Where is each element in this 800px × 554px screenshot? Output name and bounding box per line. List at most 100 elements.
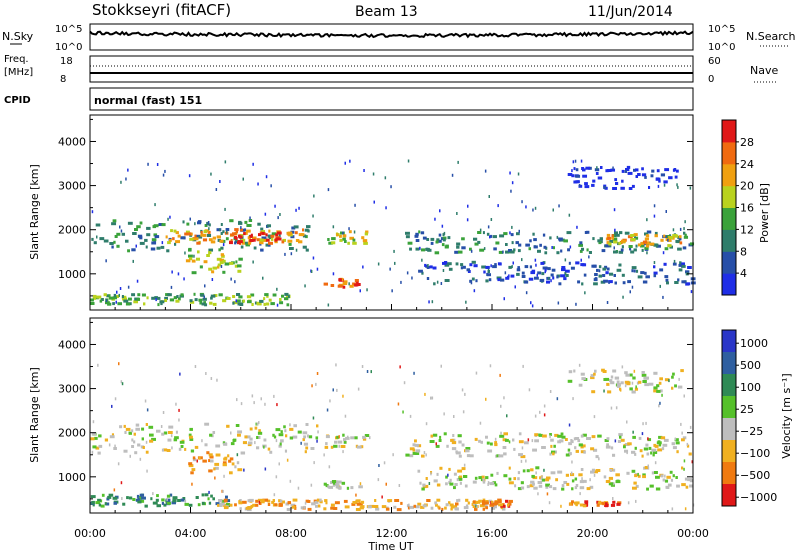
colorbar-swatch — [722, 462, 736, 485]
velocity-echo-cell — [642, 475, 646, 479]
velocity-echo-cell — [631, 450, 636, 454]
velocity-speckle-cell — [612, 497, 614, 500]
power-echo-cell — [281, 294, 284, 298]
power-speckle-cell — [265, 175, 268, 179]
power-echo-cell — [304, 228, 309, 232]
velocity-echo-cell — [229, 471, 233, 475]
velocity-echo-cell — [97, 498, 101, 502]
velocity-speckle-cell — [214, 476, 216, 480]
power-echo-cell — [549, 236, 552, 240]
power-speckle-cell — [598, 269, 601, 273]
power-echo-cell — [560, 274, 566, 278]
power-echo-cell — [644, 246, 649, 250]
power-echo-cell — [477, 240, 481, 244]
velocity-echo-cell — [573, 437, 577, 441]
power-echo-cell — [177, 234, 181, 238]
velocity-echo-cell — [495, 454, 498, 458]
power-echo-cell — [510, 274, 515, 278]
velocity-echo-cell — [634, 387, 639, 391]
velocity-echo-cell — [434, 501, 437, 505]
power-echo-cell — [593, 278, 598, 282]
velocity-echo-cell — [333, 444, 338, 448]
power-echo-cell — [425, 247, 430, 251]
velocity-echo-cell — [91, 432, 97, 436]
velocity-echo-cell — [578, 443, 583, 447]
velocity-echo-cell — [210, 459, 214, 463]
power-echo-cell — [444, 263, 450, 267]
power-echo-cell — [246, 229, 251, 233]
power-echo-cell — [117, 302, 123, 306]
power-echo-cell — [499, 234, 505, 238]
velocity-echo-cell — [133, 440, 136, 444]
power-speckle-cell — [96, 235, 98, 239]
power-speckle-cell — [164, 169, 166, 173]
power-speckle-cell — [226, 230, 228, 234]
velocity-speckle-cell — [500, 431, 502, 435]
power-echo-cell — [302, 245, 307, 249]
power-echo-cell — [442, 233, 445, 237]
velocity-echo-cell — [284, 449, 288, 453]
velocity-echo-cell — [513, 477, 517, 481]
power-speckle-cell — [119, 287, 122, 290]
power-echo-cell — [263, 302, 266, 306]
velocity-echo-cell — [226, 424, 230, 428]
power-speckle-cell — [646, 218, 648, 222]
power-echo-cell — [107, 302, 112, 306]
velocity-echo-cell — [307, 507, 312, 511]
power-speckle-cell — [514, 285, 516, 289]
power-speckle-cell — [535, 263, 537, 267]
velocity-speckle-cell — [240, 402, 243, 406]
velocity-echo-cell — [336, 435, 340, 439]
velocity-echo-cell — [681, 438, 685, 442]
power-echo-cell — [128, 297, 132, 301]
velocity-echo-cell — [571, 479, 575, 483]
power-echo-cell — [606, 241, 610, 245]
velocity-echo-cell — [98, 434, 102, 438]
velocity-echo-cell — [333, 507, 338, 510]
power-speckle-cell — [509, 231, 511, 235]
power-echo-cell — [533, 245, 538, 249]
velocity-speckle-cell — [678, 377, 680, 381]
velocity-echo-cell — [152, 501, 158, 505]
velocity-echo-cell — [197, 503, 201, 507]
velocity-echo-band-2 — [324, 433, 370, 449]
velocity-speckle-cell — [146, 469, 148, 473]
power-echo-cell — [546, 280, 551, 284]
freq-tick-top: 18 — [60, 56, 73, 67]
velocity-echo-cell — [136, 494, 140, 498]
velocity-echo-cell — [208, 459, 211, 463]
power-echo-cell — [185, 230, 190, 234]
velocity-echo-cell — [267, 447, 271, 451]
power-echo-cell — [188, 248, 192, 252]
power-echo-cell — [681, 264, 686, 268]
power-echo-cell — [336, 233, 339, 237]
power-echo-cell — [620, 186, 625, 190]
velocity-echo-cell — [545, 478, 550, 482]
colorbar-swatch — [722, 207, 736, 230]
power-echo-cell — [222, 299, 227, 303]
velocity-data-marks — [90, 362, 695, 512]
velocity-echo-cell — [261, 499, 265, 503]
velocity-echo-cell — [131, 429, 134, 433]
velocity-speckle-cell — [278, 462, 280, 466]
velocity-echo-cell — [688, 452, 692, 456]
power-echo-cell — [474, 242, 479, 246]
power-echo-cell — [524, 265, 529, 269]
velocity-echo-cell — [619, 435, 622, 439]
power-echo-cell — [521, 275, 526, 278]
velocity-speckle-cell — [572, 397, 574, 401]
velocity-echo-cell — [281, 500, 285, 504]
power-echo-cell — [429, 265, 433, 269]
colorbar-swatch — [722, 185, 736, 208]
velocity-speckle-cell — [184, 499, 187, 503]
power-echo-cell — [611, 234, 614, 238]
power-speckle-cell — [665, 210, 667, 213]
power-echo-cell — [471, 260, 476, 264]
colorbar-tick-label: 12 — [740, 223, 754, 236]
velocity-speckle-cell — [355, 493, 357, 497]
power-echo-cell — [194, 234, 197, 238]
velocity-speckle-cell — [145, 440, 148, 444]
velocity-echo-cell — [319, 500, 323, 504]
velocity-echo-cell — [531, 474, 535, 478]
velocity-echo-cell — [634, 474, 638, 478]
